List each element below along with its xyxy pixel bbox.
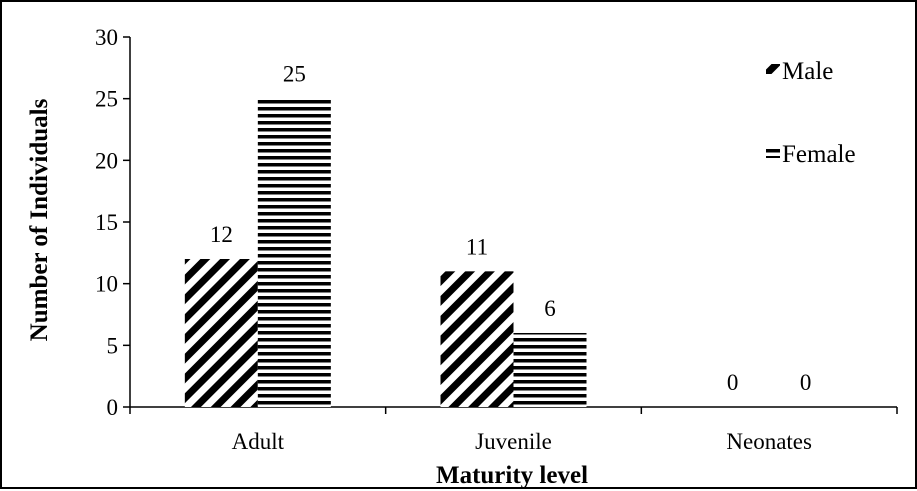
y-tick-label: 20	[95, 148, 118, 173]
bar-female	[257, 98, 331, 408]
data-label: 25	[283, 62, 306, 87]
bar-male	[440, 271, 514, 407]
x-axis-title: Maturity level	[436, 462, 588, 489]
legend: Male Female	[766, 58, 856, 168]
x-tick-label: Adult	[232, 429, 285, 454]
y-tick-label: 0	[107, 395, 119, 420]
data-label: 0	[800, 370, 812, 395]
x-axis: Adult Juvenile Neonates	[129, 406, 898, 454]
legend-label-female: Female	[782, 141, 856, 168]
y-tick-label: 25	[95, 87, 118, 112]
y-tick-label: 10	[95, 272, 118, 297]
y-tick-label: 30	[95, 25, 118, 50]
legend-swatch-male	[766, 64, 780, 74]
bar-male	[184, 259, 258, 407]
data-label: 6	[544, 296, 556, 321]
bars	[184, 98, 587, 408]
y-tick-label: 15	[95, 210, 118, 235]
x-tick-label: Neonates	[726, 429, 812, 454]
data-label: 11	[466, 234, 488, 259]
data-labels: 12 11 0 25 6 0	[210, 62, 812, 395]
y-axis-title: Number of Individuals	[26, 98, 53, 341]
x-tick-label: Juvenile	[475, 429, 552, 454]
data-label: 12	[210, 222, 233, 247]
y-axis: 0 5 10 15 20 25 30	[95, 25, 131, 420]
y-tick-label: 5	[107, 333, 119, 358]
legend-label-male: Male	[782, 58, 833, 85]
legend-swatch-female	[766, 148, 780, 158]
data-label: 0	[727, 370, 739, 395]
bar-female	[513, 333, 587, 407]
